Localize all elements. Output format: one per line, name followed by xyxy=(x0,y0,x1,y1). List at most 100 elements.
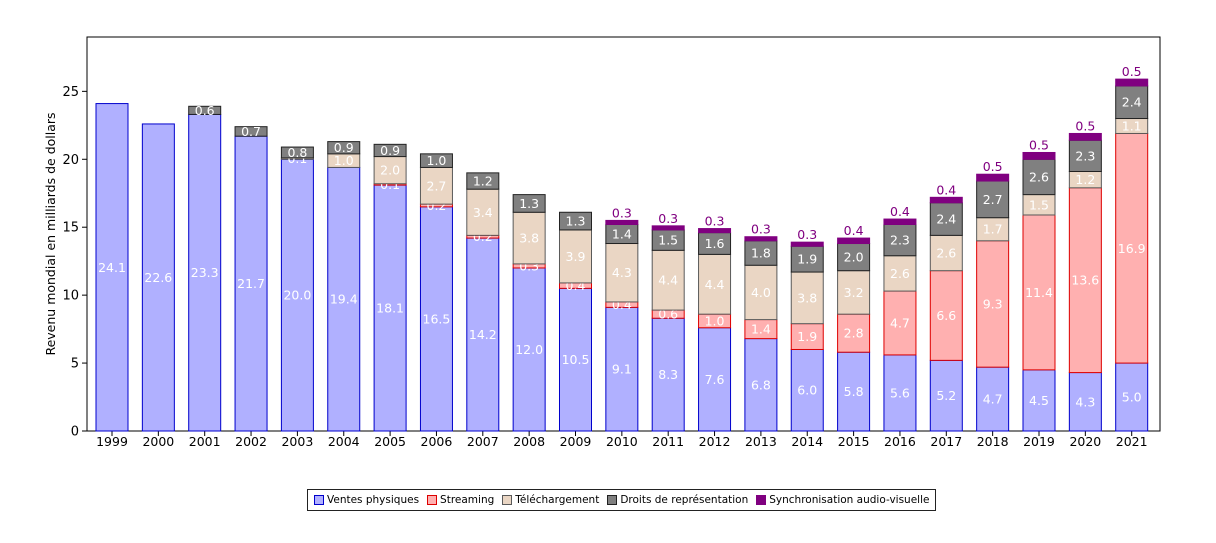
bar-segment xyxy=(883,255,917,292)
bar-segment xyxy=(1022,158,1056,196)
legend-item: Synchronisation audio-visuelle xyxy=(756,494,929,506)
data-label: 1.2 xyxy=(1075,172,1095,187)
legend-label: Ventes physiques xyxy=(327,494,420,506)
bar-segment xyxy=(929,234,963,272)
legend-swatch xyxy=(607,495,618,505)
data-label: 13.6 xyxy=(1071,273,1099,288)
x-tick-label: 2003 xyxy=(281,434,313,449)
bar-segment xyxy=(280,146,314,159)
bar-segment xyxy=(929,202,963,236)
data-label: 1.5 xyxy=(658,233,678,248)
data-label: 16.5 xyxy=(423,311,451,326)
x-tick-label: 2001 xyxy=(189,434,221,449)
data-label: 4.0 xyxy=(751,285,771,300)
data-label: 1.9 xyxy=(797,252,817,267)
legend-label: Droits de représentation xyxy=(620,494,749,506)
data-label: 0.3 xyxy=(797,227,817,242)
bar-segment xyxy=(837,351,871,432)
bar-segment xyxy=(558,229,592,284)
data-label: 2.0 xyxy=(380,163,400,178)
bar-segment xyxy=(373,184,407,432)
data-label: 0.5 xyxy=(1122,64,1142,79)
data-label: 22.6 xyxy=(144,270,172,285)
data-label: 6.0 xyxy=(797,383,817,398)
bar-segment xyxy=(512,211,546,265)
bar-segment xyxy=(558,211,592,231)
data-label: 1.3 xyxy=(519,196,539,211)
data-label: 0.4 xyxy=(890,204,910,219)
bar-segment xyxy=(1022,369,1056,432)
data-label: 14.2 xyxy=(469,327,497,342)
bar-segment xyxy=(698,228,732,234)
data-label: 2.7 xyxy=(983,192,1003,207)
legend-swatch xyxy=(756,495,767,505)
bar-segment xyxy=(327,166,361,432)
x-tick-label: 2019 xyxy=(1023,434,1055,449)
data-label: 2.6 xyxy=(936,246,956,261)
bar-segment xyxy=(234,126,268,137)
data-label: 9.3 xyxy=(983,296,1003,311)
data-label: 6.8 xyxy=(751,377,771,392)
bar-segment xyxy=(790,241,824,247)
y-tick-label: 15 xyxy=(62,221,79,236)
bar-segment xyxy=(929,359,963,432)
data-label: 16.9 xyxy=(1118,241,1146,256)
bar-segment xyxy=(744,236,778,242)
data-label: 0.3 xyxy=(658,211,678,226)
x-tick-label: 2002 xyxy=(235,434,267,449)
bar-segment xyxy=(512,194,546,213)
data-label: 1.8 xyxy=(751,246,771,261)
bar-segment xyxy=(419,153,453,168)
data-label: 8.3 xyxy=(658,367,678,382)
data-label: 0.5 xyxy=(1029,137,1049,152)
x-tick-label: 2009 xyxy=(560,434,592,449)
data-label: 1.1 xyxy=(1122,118,1142,133)
bar-segment xyxy=(883,290,917,356)
bar-segment xyxy=(327,141,361,155)
x-tick-label: 2004 xyxy=(328,434,360,449)
bar-segment xyxy=(1068,132,1102,141)
legend-item: Ventes physiques xyxy=(314,494,419,506)
data-label: 4.4 xyxy=(705,277,725,292)
data-label: 0.9 xyxy=(334,140,354,155)
bar-segment xyxy=(790,271,824,325)
bar-segment xyxy=(512,267,546,432)
y-axis-label: Revenu mondial en milliards de dollars xyxy=(43,112,58,355)
data-label: 1.4 xyxy=(751,322,771,337)
x-tick-label: 2017 xyxy=(930,434,962,449)
data-label: 2.3 xyxy=(890,233,910,248)
bar-segment xyxy=(1115,85,1149,120)
data-label: 1.5 xyxy=(1029,197,1049,212)
data-label: 6.6 xyxy=(936,308,956,323)
data-label: 4.3 xyxy=(1075,394,1095,409)
bar-segment xyxy=(141,123,175,432)
bar-segment xyxy=(744,240,778,266)
data-label: 0.4 xyxy=(936,182,956,197)
bar-segment xyxy=(976,180,1010,219)
x-tick-label: 2021 xyxy=(1116,434,1148,449)
bar-segment xyxy=(234,135,268,432)
data-label: 2.4 xyxy=(1122,95,1142,110)
data-label: 23.3 xyxy=(191,265,219,280)
chart-legend: Ventes physiques Streaming Téléchargement D… xyxy=(307,489,937,511)
y-tick-label: 5 xyxy=(71,357,79,372)
data-label: 0.7 xyxy=(241,124,261,139)
bar-segment xyxy=(790,245,824,273)
data-label: 1.2 xyxy=(473,174,493,189)
y-tick-label: 0 xyxy=(71,425,79,440)
data-label: 11.4 xyxy=(1025,285,1053,300)
data-label: 1.4 xyxy=(612,227,632,242)
bar-segment xyxy=(744,338,778,432)
data-label: 0.8 xyxy=(287,145,307,160)
legend-item: Téléchargement xyxy=(502,494,599,506)
bar-segment xyxy=(419,166,453,205)
data-label: 0.6 xyxy=(195,103,215,118)
bar-segment xyxy=(651,249,685,311)
bar-segment xyxy=(883,223,917,257)
bar-segment xyxy=(790,323,824,350)
data-label: 2.8 xyxy=(844,326,864,341)
x-tick-label: 2016 xyxy=(884,434,916,449)
bar-segment xyxy=(837,270,871,315)
bar-segment xyxy=(698,327,732,432)
